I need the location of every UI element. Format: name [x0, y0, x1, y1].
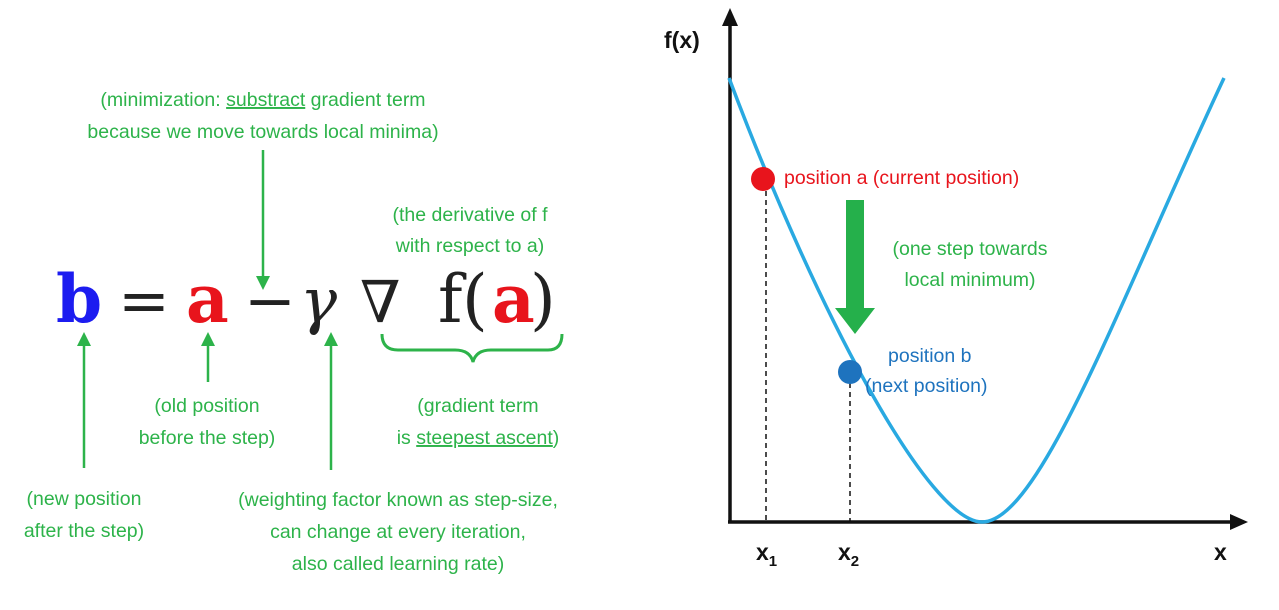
equation-gamma: γ	[300, 264, 338, 337]
x-axis-arrowhead	[1230, 514, 1248, 530]
y-axis-label: f(x)	[664, 27, 700, 53]
minus-pointer-arrowhead	[256, 276, 270, 290]
minimization-note-line1: (minimization: substract gradient term	[100, 89, 425, 111]
a-pointer-arrowhead	[201, 332, 215, 346]
gamma-pointer-arrowhead	[324, 332, 338, 346]
old-position-note-line1: (old position	[154, 395, 259, 417]
function-plot: f(x) x position a (current position) pos…	[664, 8, 1248, 570]
function-curve	[727, 77, 1226, 524]
new-position-note-line2: after the step)	[24, 520, 144, 542]
equation-f: f	[438, 261, 467, 338]
derivative-note-line2: with respect to a)	[395, 235, 544, 257]
gradient-brace	[380, 333, 564, 363]
step-note-line2: local minimum)	[904, 269, 1035, 291]
x2-label: x2	[838, 539, 859, 570]
equation-nabla: ∇	[360, 268, 401, 336]
equation-minus: −	[244, 264, 296, 337]
equation-lparen: (	[462, 261, 488, 338]
weighting-note-line3: also called learning rate)	[292, 553, 504, 575]
step-note-line1: (one step towards	[892, 238, 1047, 260]
weighting-note-line2: can change at every iteration,	[270, 521, 526, 543]
equation-b: b	[56, 260, 102, 338]
old-position-note-line2: before the step)	[139, 427, 276, 449]
minimization-note-line2: because we move towards local minima)	[87, 121, 438, 143]
step-arrow-head	[835, 308, 875, 334]
point-b	[838, 360, 862, 384]
equation-a-argument: a	[492, 260, 535, 338]
point-b-label-line1: position b	[888, 345, 972, 367]
y-axis-arrowhead	[722, 8, 738, 26]
weighting-note-line1: (weighting factor known as step-size,	[238, 489, 558, 511]
gradient-note-line1: (gradient term	[417, 395, 538, 417]
derivative-note-line1: (the derivative of f	[393, 204, 549, 226]
new-position-note-line1: (new position	[27, 488, 142, 510]
step-arrow-shaft	[846, 200, 864, 310]
x1-label: x1	[756, 539, 777, 570]
point-b-label-line2: (next position)	[865, 375, 987, 397]
equation-rparen: )	[530, 261, 556, 338]
gradient-note-line2: is steepest ascent)	[397, 427, 560, 449]
equation-a: a	[186, 260, 229, 338]
x-axis-label: x	[1214, 539, 1227, 565]
point-a-label: position a (current position)	[784, 167, 1019, 189]
point-a	[751, 167, 775, 191]
equation-panel: (minimization: substract gradient term b…	[24, 89, 564, 575]
equation-equals: =	[118, 264, 170, 337]
b-pointer-arrowhead	[77, 332, 91, 346]
